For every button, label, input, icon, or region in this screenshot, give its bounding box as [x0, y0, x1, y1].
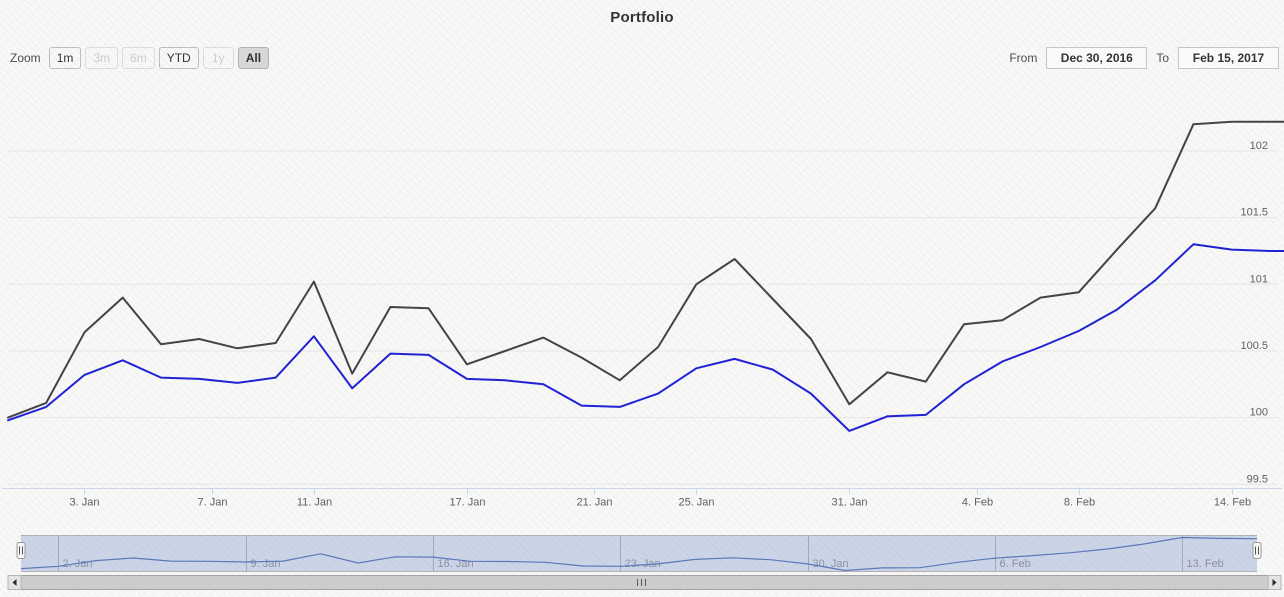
x-axis-label: 7. Jan — [198, 497, 228, 509]
navigator-label: 9. Jan — [251, 558, 281, 570]
series-line-series_dark — [7, 120, 1284, 419]
to-date-input[interactable]: Feb 15, 2017 — [1178, 46, 1279, 69]
zoom-button-all[interactable]: All — [237, 46, 270, 69]
x-axis-label: 8. Feb — [1064, 497, 1095, 509]
navigator-label: 13. Feb — [1187, 558, 1224, 570]
from-label: From — [1009, 50, 1038, 65]
x-axis-label: 4. Feb — [962, 497, 993, 509]
x-axis-label: 17. Jan — [449, 497, 485, 509]
chart-title: Portfolio — [610, 9, 674, 26]
scrollbar-left-arrow-icon — [12, 579, 17, 586]
x-axis-label: 3. Jan — [70, 497, 100, 509]
x-axis-label: 25. Jan — [678, 497, 714, 509]
navigator-handle-right[interactable] — [1252, 542, 1262, 559]
navigator-label: 23. Jan — [625, 558, 661, 570]
to-label: To — [1156, 50, 1169, 65]
x-axis-label: 14. Feb — [1214, 497, 1251, 509]
zoom-label: Zoom — [10, 50, 41, 65]
navigator-label: 30. Jan — [813, 558, 849, 570]
date-range-inputs: From Dec 30, 2016 To Feb 15, 2017 — [1009, 46, 1279, 69]
y-axis-label: 101 — [1250, 273, 1268, 285]
x-axis-label: 11. Jan — [297, 497, 332, 509]
x-axis-label: 21. Jan — [576, 497, 612, 509]
navigator-handle-left[interactable] — [16, 542, 26, 559]
range-selector: Zoom 1m 3m 6m YTD 1y All — [10, 46, 270, 69]
zoom-button-3m: 3m — [85, 46, 119, 69]
y-axis-label: 99.5 — [1247, 473, 1268, 485]
navigator-label: 6. Feb — [1000, 558, 1031, 570]
from-date-input[interactable]: Dec 30, 2016 — [1046, 46, 1148, 69]
series-line-series_blue — [7, 243, 1284, 432]
zoom-button-1y: 1y — [202, 46, 234, 69]
zoom-button-6m: 6m — [122, 46, 155, 69]
y-axis-label: 100 — [1250, 407, 1268, 419]
y-axis-label: 100.5 — [1240, 340, 1268, 352]
y-axis-label: 102 — [1250, 140, 1268, 152]
scrollbar-right-arrow-icon — [1272, 579, 1277, 586]
x-axis-label: 31. Jan — [831, 497, 867, 509]
zoom-button-1m[interactable]: 1m — [48, 46, 82, 69]
navigator-series-line — [20, 536, 1258, 572]
zoom-button-ytd[interactable]: YTD — [158, 46, 199, 69]
scrollbar-thumb[interactable] — [20, 575, 1269, 590]
y-axis-label: 101.5 — [1240, 207, 1268, 219]
